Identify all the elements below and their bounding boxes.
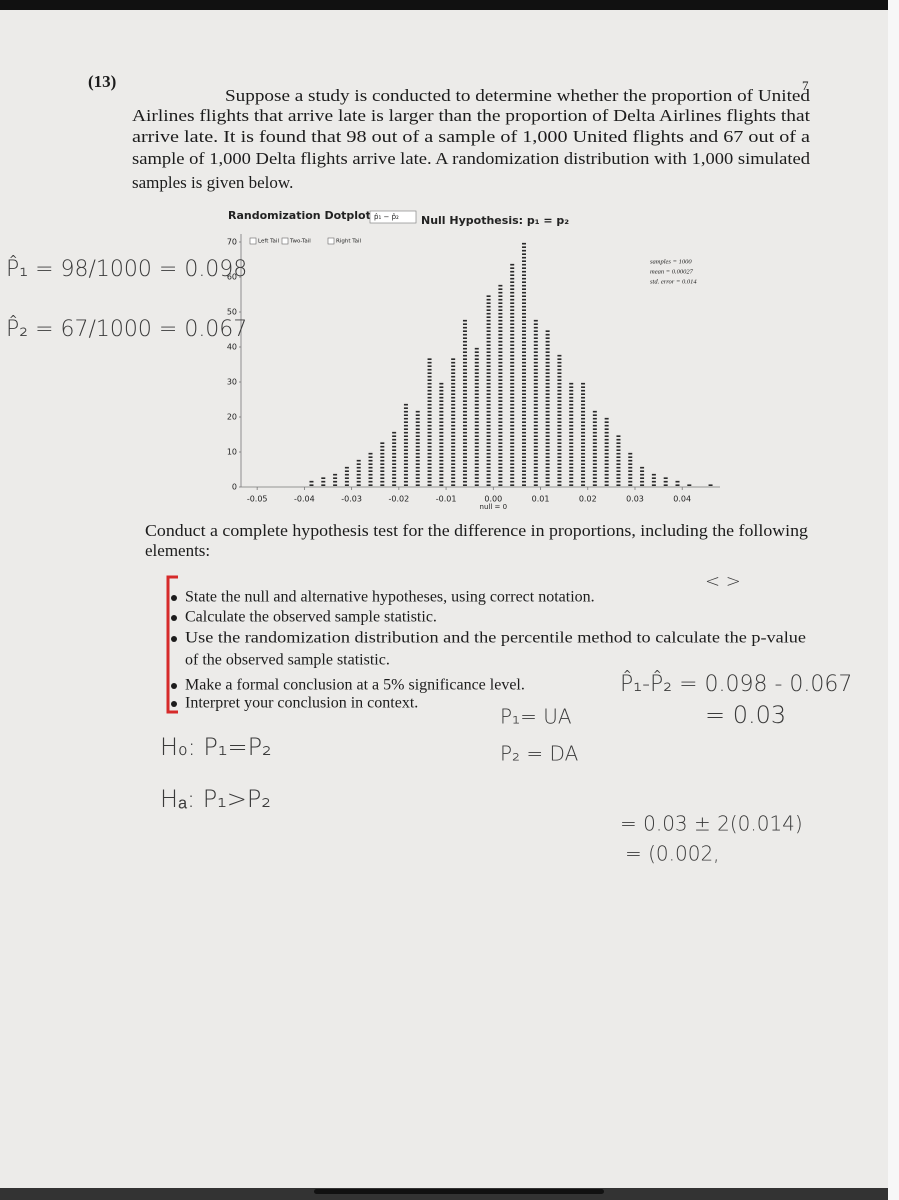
x-tick-label: 0.04: [673, 495, 691, 504]
paragraph-line: sample of 1,000 Delta flights arrive lat…: [132, 149, 811, 168]
bullet-text: of the observed sample statistic.: [185, 652, 390, 669]
y-tick-label: 70: [227, 238, 237, 247]
y-tick-label: 10: [227, 448, 237, 457]
summary-stat: std. error = 0.014: [650, 278, 697, 285]
page-number: 7: [802, 78, 809, 93]
bullet-dot: [171, 683, 177, 689]
x-tick-label: -0.02: [388, 495, 409, 504]
statistic-select: p̂₁ − p̂₂: [374, 213, 399, 221]
x-tick-label: 0.00: [484, 495, 502, 504]
bullet-text: Make a formal conclusion at a 5% signifi…: [185, 677, 525, 694]
x-tick-label: -0.05: [247, 495, 268, 504]
task-text: Conduct a complete hypothesis test for t…: [145, 521, 809, 712]
handwritten-note: P̂₁ = 98/1000 = 0.098: [6, 256, 247, 282]
handwritten-note: P̂₁-P̂₂ = 0.098 - 0.067: [620, 671, 852, 697]
tail-option: Left Tail: [258, 239, 279, 245]
handwritten-note: < >: [705, 571, 741, 592]
question-number: (13): [88, 72, 116, 91]
tail-checkbox[interactable]: [281, 237, 289, 245]
bullet-dot: [171, 615, 177, 621]
dotplot: Randomization Dotplot ofp̂₁ − p̂₂ Null Hy…: [227, 209, 720, 511]
y-tick-label: 50: [227, 308, 237, 317]
bullet-dot: [171, 636, 177, 642]
y-tick-label: 20: [227, 413, 237, 422]
bullet-dot: [171, 701, 177, 707]
intro-line: Conduct a complete hypothesis test for t…: [145, 521, 809, 540]
null-label: null = 0: [480, 503, 508, 511]
bullet-text: Use the randomization distribution and t…: [185, 630, 806, 647]
x-tick-label: 0.02: [579, 495, 597, 504]
paragraph-line: Suppose a study is conducted to determin…: [225, 86, 811, 105]
question-text: Suppose a study is conducted to determin…: [132, 86, 811, 192]
y-tick-label: 60: [227, 273, 237, 282]
summary-stat: mean = 0.00027: [650, 268, 694, 275]
x-tick-label: -0.03: [341, 495, 362, 504]
home-indicator: [314, 1189, 604, 1194]
y-tick-label: 0: [232, 483, 237, 492]
x-tick-label: 0.03: [626, 495, 644, 504]
tail-option: Right Tail: [336, 239, 362, 245]
intro-line: elements:: [145, 541, 210, 560]
bullet-text: Interpret your conclusion in context.: [185, 695, 418, 712]
handwritten-note: Hₐ: P₁>P₂: [160, 785, 271, 813]
y-tick-label: 30: [227, 378, 237, 387]
red-bracket: [166, 575, 178, 714]
x-tick-label: -0.01: [436, 495, 457, 504]
summary-stat: samples = 1000: [650, 258, 692, 265]
x-tick-label: 0.01: [532, 495, 550, 504]
right-edge: [888, 0, 899, 1200]
statistic-box: [369, 210, 417, 224]
tail-checkbox[interactable]: [249, 237, 257, 245]
top-bar: [0, 0, 899, 10]
bullet-text: Calculate the observed sample statistic.: [185, 609, 437, 626]
bullet-dot: [171, 595, 177, 601]
handwritten-note: H₀: P₁=P₂: [160, 733, 272, 761]
hypothesis: Null Hypothesis: p₁ = p₂: [421, 214, 569, 227]
chart-title: Randomization Dotplot of: [228, 209, 387, 222]
handwritten-note: = (0.002,: [625, 842, 720, 866]
paragraph-line: Airlines flights that arrive late is lar…: [132, 106, 810, 125]
tail-checkbox[interactable]: [327, 237, 335, 245]
handwritten-note: = 0.03: [705, 701, 786, 729]
y-tick-label: 40: [227, 343, 237, 352]
handwritten-note: = 0.03 ± 2(0.014): [620, 812, 803, 836]
bullet-text: State the null and alternative hypothese…: [185, 589, 595, 606]
handwriting: P̂₁ = 98/1000 = 0.098 P̂₂ = 67/1000 = 0.0…: [6, 256, 852, 866]
handwritten-note: P₁= UA: [500, 705, 572, 729]
handwritten-note: P₂ = DA: [500, 742, 579, 766]
paragraph-line: arrive late. It is found that 98 out of …: [132, 127, 811, 146]
handwritten-note: P̂₂ = 67/1000 = 0.067: [6, 316, 247, 342]
paragraph-line: samples is given below.: [132, 173, 293, 192]
tail-option: Two-Tail: [289, 239, 311, 245]
x-tick-label: -0.04: [294, 495, 315, 504]
